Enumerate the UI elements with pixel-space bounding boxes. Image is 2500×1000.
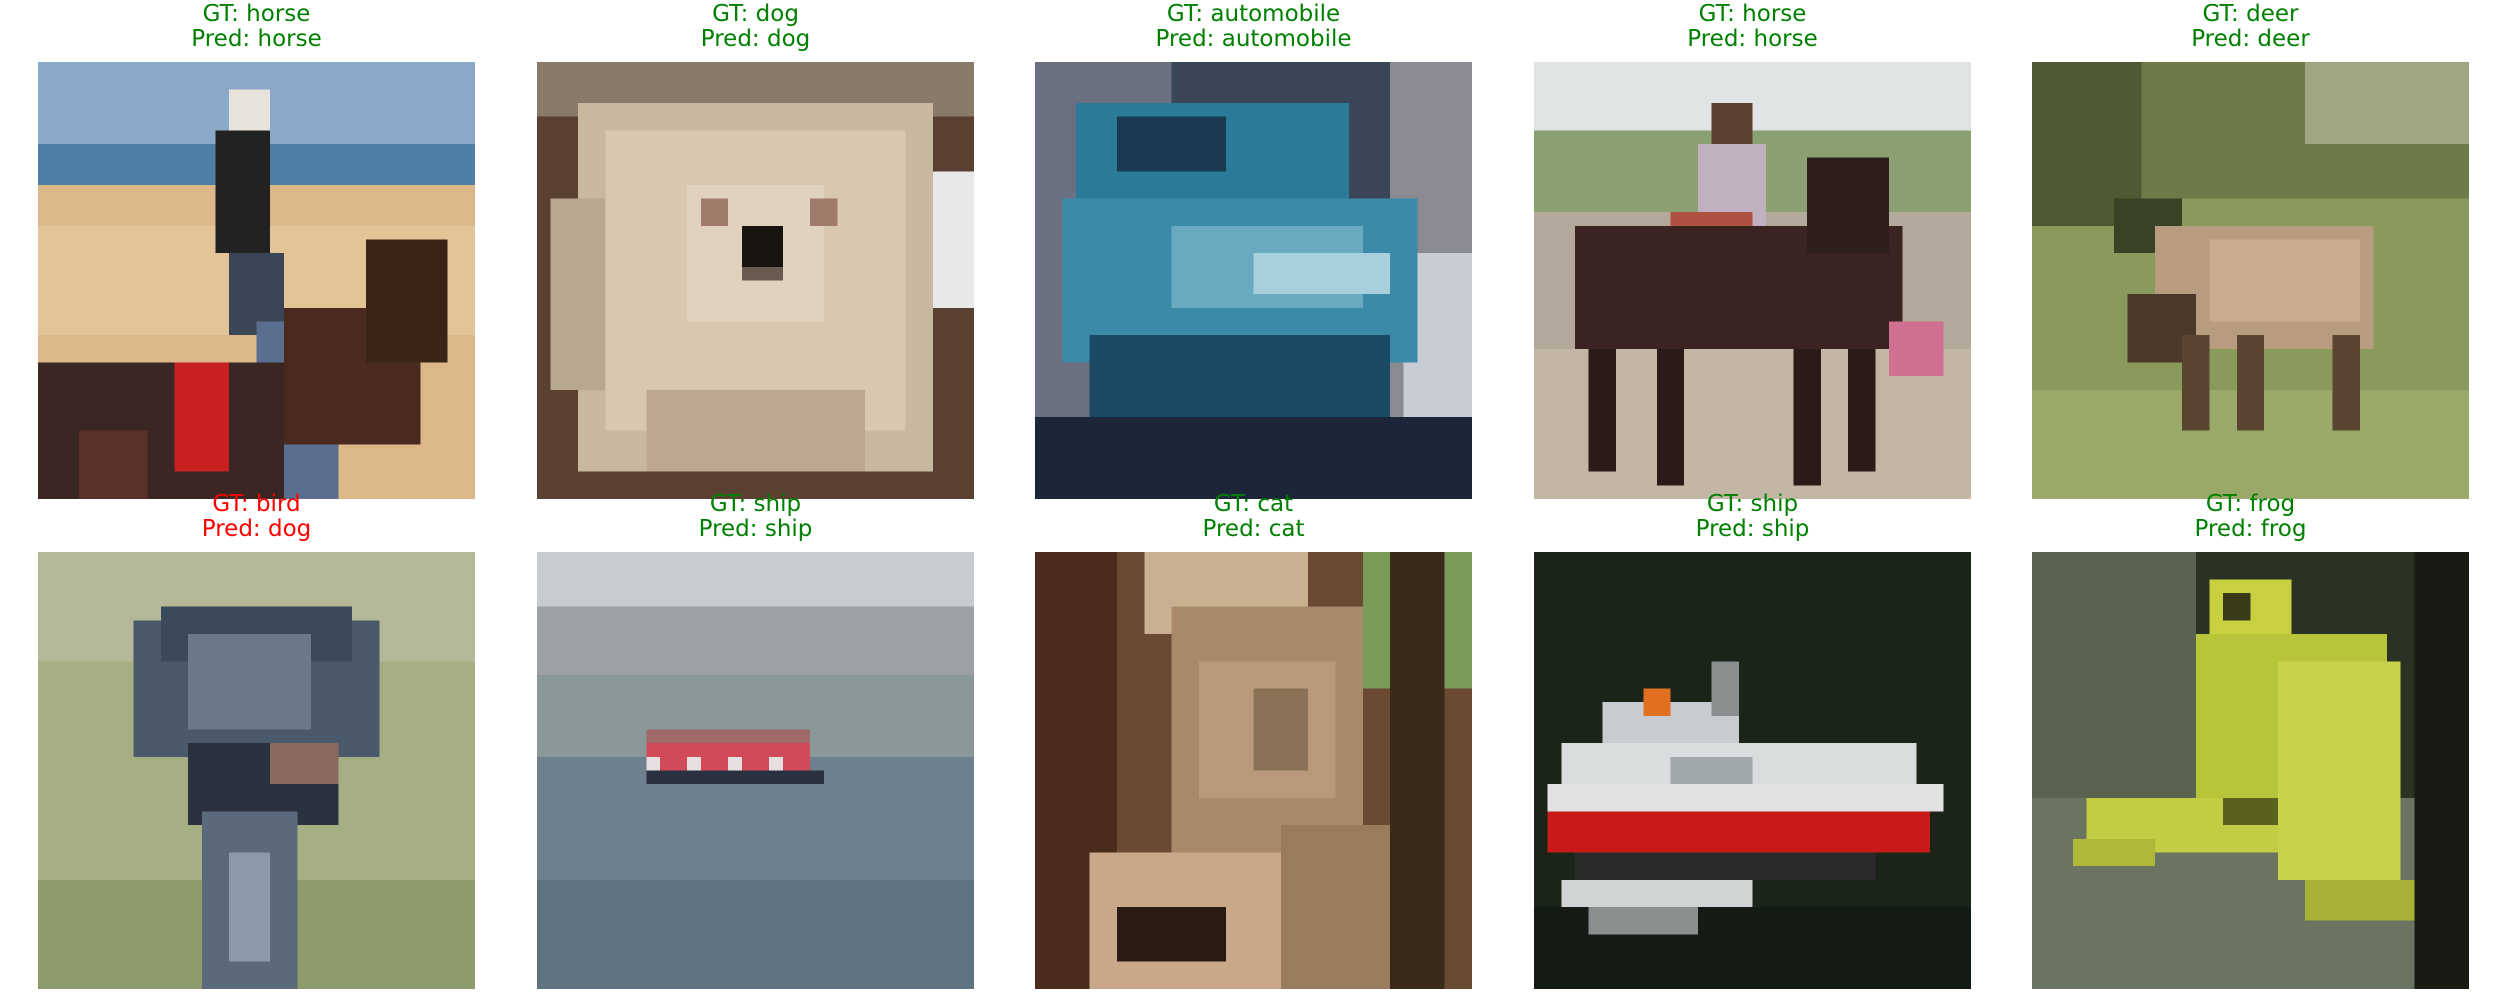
sample-title: GT: cat Pred: cat [1035,492,1472,542]
ground-truth-label: GT: dog [712,1,799,27]
ground-truth-label: GT: horse [1698,1,1807,27]
prediction-label: Pred: dog [201,516,312,542]
sample-image-ostrich [38,552,475,989]
sample-image-cat [1035,552,1472,989]
prediction-label: Pred: frog [2194,516,2307,542]
sample-title: GT: deer Pred: deer [2032,2,2469,52]
ground-truth-label: GT: bird [212,491,301,517]
sample-image-fluffy-dog [537,62,974,499]
sample-title: GT: horse Pred: horse [1534,2,1971,52]
ground-truth-label: GT: frog [2205,491,2296,517]
ground-truth-label: GT: horse [202,1,311,27]
sample-title: GT: frog Pred: frog [2032,492,2469,542]
ground-truth-label: GT: automobile [1166,1,1341,27]
ground-truth-label: GT: deer [2202,1,2299,27]
sample-title: GT: dog Pred: dog [537,2,974,52]
prediction-label: Pred: horse [191,26,322,52]
prediction-label: Pred: ship [1695,516,1810,542]
prediction-label: Pred: horse [1687,26,1818,52]
sample-title: GT: ship Pred: ship [537,492,974,542]
prediction-label: Pred: deer [2191,26,2310,52]
sample-image-horse-rider-field [1534,62,1971,499]
ground-truth-label: GT: ship [709,491,802,517]
prediction-label: Pred: automobile [1155,26,1352,52]
sample-image-deer [2032,62,2469,499]
sample-image-red-speedboat [1534,552,1971,989]
sample-image-horse-rider-beach [38,62,475,499]
prediction-label: Pred: cat [1202,516,1305,542]
sample-title: GT: horse Pred: horse [38,2,475,52]
sample-title: GT: ship Pred: ship [1534,492,1971,542]
sample-title: GT: bird Pred: dog [38,492,475,542]
prediction-label: Pred: dog [700,26,811,52]
ground-truth-label: GT: ship [1706,491,1799,517]
sample-image-ship-on-water [537,552,974,989]
sample-title: GT: automobile Pred: automobile [1035,2,1472,52]
sample-image-frog [2032,552,2469,989]
prediction-label: Pred: ship [698,516,813,542]
ground-truth-label: GT: cat [1213,491,1294,517]
sample-image-blue-car [1035,62,1472,499]
